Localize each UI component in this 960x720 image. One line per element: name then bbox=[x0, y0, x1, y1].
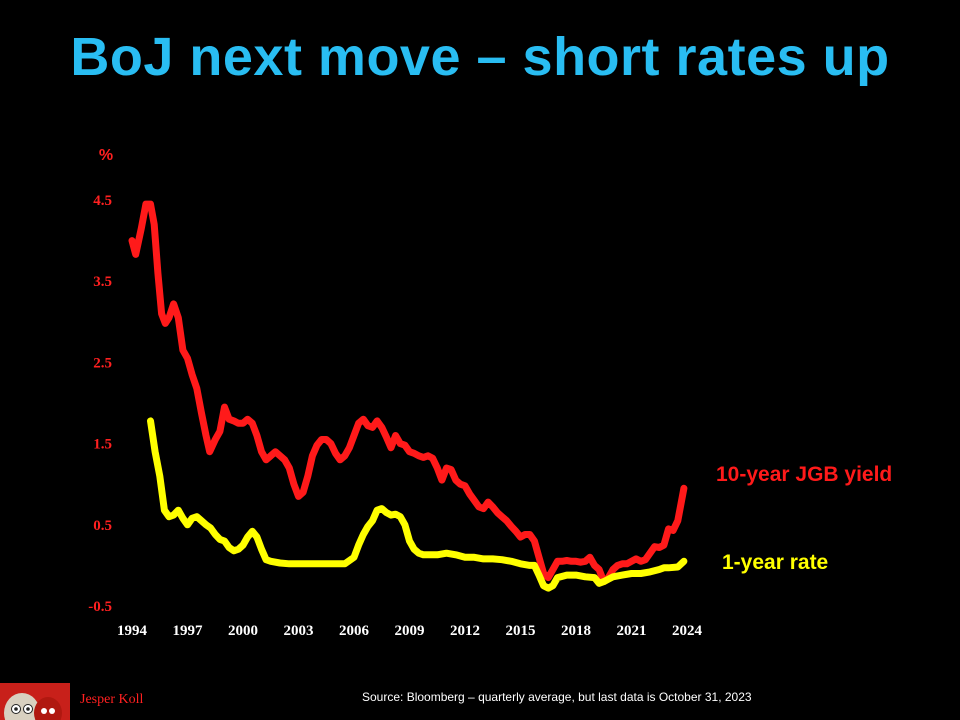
y-tick-label: -0.5 bbox=[88, 599, 112, 615]
series-line-rate1 bbox=[147, 417, 688, 592]
y-tick-label: 2.5 bbox=[93, 355, 112, 371]
daruma-logo bbox=[0, 683, 70, 720]
x-tick-label: 2000 bbox=[228, 623, 258, 639]
x-axis-ticks: 1994 1997 2000 2003 2006 2009 2012 2015 2018 2021… bbox=[117, 623, 703, 639]
y-tick-label: 3.5 bbox=[93, 274, 112, 290]
x-tick-label: 2015 bbox=[506, 623, 536, 639]
x-tick-label: 2003 bbox=[284, 623, 314, 639]
y-tick-label: 0.5 bbox=[93, 518, 112, 534]
chart-title: BoJ next move – short rates up bbox=[70, 27, 890, 87]
x-tick-label: 2021 bbox=[617, 623, 647, 639]
y-tick-label: 1.5 bbox=[93, 437, 112, 453]
x-tick-label: 2012 bbox=[450, 623, 480, 639]
x-tick-label: 2018 bbox=[561, 623, 591, 639]
y-axis-ticks: 4.5 3.5 2.5 1.5 0.5 -0.5 bbox=[88, 193, 112, 615]
series-line-jgb10 bbox=[128, 200, 688, 586]
series-lines bbox=[128, 200, 688, 592]
y-tick-label: 4.5 bbox=[93, 193, 112, 209]
y-axis-unit: % bbox=[99, 147, 113, 164]
x-tick-label: 1994 bbox=[117, 623, 148, 639]
series-label-rate1: 1-year rate bbox=[722, 551, 829, 574]
x-tick-label: 2024 bbox=[672, 623, 703, 639]
x-tick-label: 2009 bbox=[395, 623, 425, 639]
footer-source: Source: Bloomberg – quarterly average, b… bbox=[362, 690, 752, 704]
x-tick-label: 1997 bbox=[173, 623, 204, 639]
footer-author: Jesper Koll bbox=[80, 692, 144, 707]
x-tick-label: 2006 bbox=[339, 623, 370, 639]
series-label-jgb10: 10-year JGB yield bbox=[716, 463, 893, 486]
